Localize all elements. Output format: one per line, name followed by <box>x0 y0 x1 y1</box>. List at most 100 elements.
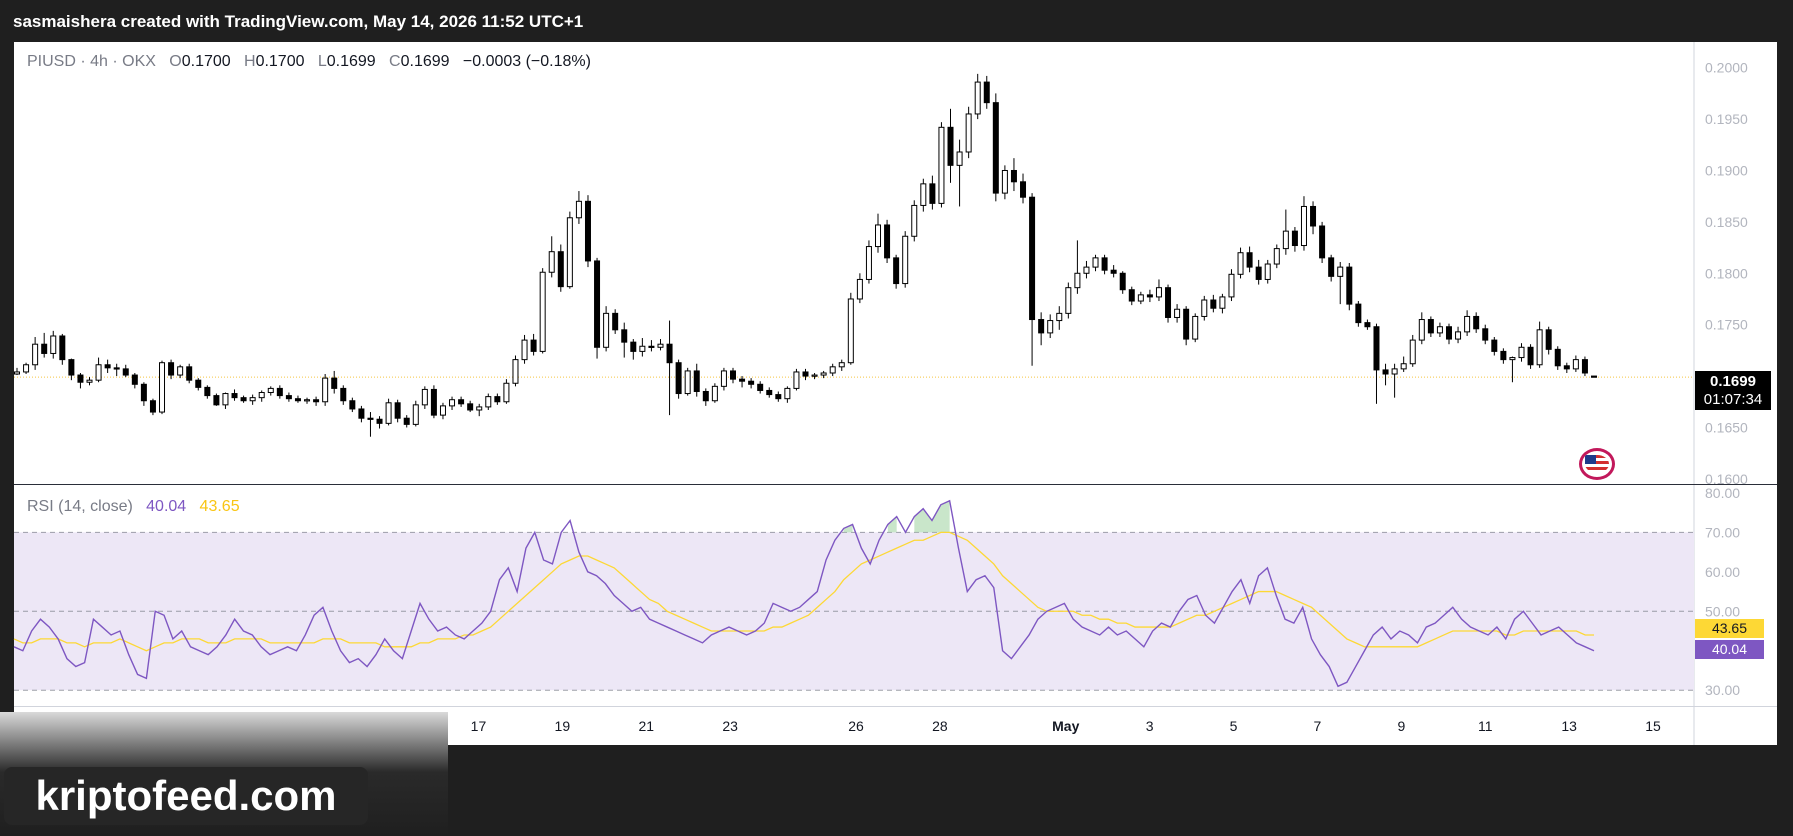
candle <box>1364 319 1371 330</box>
candle-body <box>720 370 727 387</box>
candle-body <box>1001 169 1008 194</box>
candle <box>657 339 664 351</box>
candle-body <box>1409 339 1416 365</box>
time-tick-label: 13 <box>1561 718 1577 734</box>
candle <box>86 377 93 386</box>
candle-body <box>530 339 537 352</box>
candle <box>1527 344 1534 369</box>
candle <box>820 370 827 379</box>
candle <box>1210 294 1217 313</box>
candle <box>757 381 764 394</box>
candle <box>875 213 882 253</box>
us-flag-icon[interactable] <box>1579 448 1615 480</box>
candle-body <box>893 257 900 285</box>
candle <box>947 108 954 183</box>
candle <box>195 378 202 391</box>
candle <box>421 386 428 409</box>
candle-body <box>1591 375 1597 378</box>
candle-body <box>657 343 664 348</box>
candle-body <box>23 364 30 373</box>
candle-body <box>177 366 184 376</box>
candle <box>1255 259 1262 285</box>
candle <box>159 360 166 415</box>
candle-body <box>1119 272 1126 291</box>
candle-body <box>1464 315 1471 333</box>
candle-body <box>1491 339 1498 352</box>
candle <box>249 394 256 405</box>
candle <box>1464 310 1471 336</box>
candle <box>1491 337 1498 356</box>
candle <box>358 405 365 423</box>
candle-body <box>1382 369 1389 375</box>
time-tick-label: 3 <box>1146 718 1154 734</box>
candle-body <box>938 126 945 204</box>
candle-body <box>884 224 891 259</box>
candle <box>856 273 863 304</box>
candle <box>1155 279 1162 302</box>
candle <box>1554 346 1561 370</box>
time-tick-label: 7 <box>1314 718 1322 734</box>
candle-body <box>1373 326 1380 371</box>
candle-body <box>1291 230 1298 247</box>
top-bar: sasmaishera created with TradingView.com… <box>0 0 1793 42</box>
candle <box>222 392 229 409</box>
candle-body <box>557 251 564 288</box>
candle <box>1110 265 1117 278</box>
candle <box>1591 375 1597 378</box>
candle-body <box>539 271 546 352</box>
candle <box>1291 227 1298 252</box>
candle-body <box>603 312 610 348</box>
candle <box>1518 343 1525 362</box>
candle-body <box>485 396 492 408</box>
candle <box>1119 271 1126 294</box>
candle <box>711 383 718 403</box>
price-tick-label: 0.2000 <box>1705 60 1748 76</box>
rsi-tick-label: 70.00 <box>1705 524 1740 540</box>
candle <box>412 400 419 427</box>
candle-body <box>313 399 320 403</box>
candle-body <box>1455 331 1462 340</box>
symbol-info: PIUSD · 4h · OKX <box>27 53 156 70</box>
low-label: L <box>317 53 327 70</box>
candle <box>621 322 628 358</box>
candle-body <box>222 393 229 406</box>
candle <box>1346 263 1353 311</box>
candle-body <box>711 385 718 402</box>
candle-body <box>1400 363 1407 370</box>
candle <box>1074 240 1081 294</box>
candle-body <box>902 235 909 285</box>
candle-body <box>666 343 673 364</box>
candle-body <box>1165 287 1172 318</box>
candle-body <box>14 371 20 375</box>
candle <box>476 403 483 417</box>
candle-body <box>385 402 392 424</box>
candle-body <box>86 379 93 383</box>
candle <box>1001 165 1008 200</box>
time-tick-label: 17 <box>471 718 487 734</box>
candle <box>276 385 283 399</box>
candle-body <box>793 371 800 389</box>
candle <box>213 393 220 406</box>
candle <box>258 390 265 402</box>
candle-body <box>702 390 709 402</box>
candle-body <box>32 343 39 366</box>
candle-body <box>1473 315 1480 330</box>
candle <box>983 75 990 109</box>
candle-body <box>95 364 102 381</box>
price-tick-label: 0.1800 <box>1705 265 1748 281</box>
candle-body <box>1364 322 1371 328</box>
candle-body <box>838 362 845 368</box>
candle <box>1373 323 1380 404</box>
watermark: kriptofeed.com <box>4 767 368 825</box>
time-tick-label: 26 <box>848 718 864 734</box>
candle-body <box>920 183 927 206</box>
candle-body <box>113 367 120 370</box>
open-label: O <box>169 53 182 70</box>
candle <box>1455 326 1462 344</box>
candle <box>1083 260 1090 279</box>
price-tick-label: 0.1600 <box>1705 471 1748 487</box>
candle <box>1137 291 1144 305</box>
candle-body <box>1047 320 1054 334</box>
candle-body <box>213 395 220 406</box>
